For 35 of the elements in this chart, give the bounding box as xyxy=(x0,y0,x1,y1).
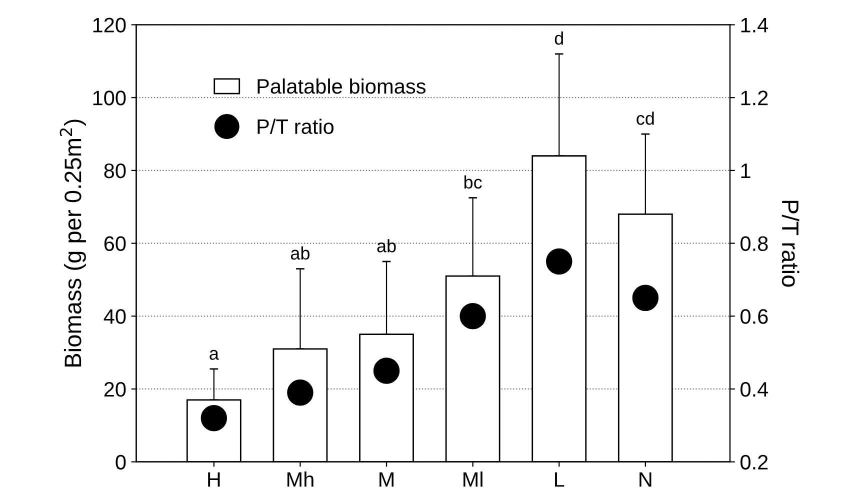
y-axis-title: Biomass (g per 0.25m$^{2}$) xyxy=(60,120,86,366)
annotation: a xyxy=(210,350,219,360)
annotation: d xyxy=(554,32,563,45)
point xyxy=(460,303,486,330)
y2-tick-label: 1.2 xyxy=(741,90,768,106)
y2-axis-title: P/T ratio xyxy=(782,200,800,287)
x-tick-label: Mh xyxy=(287,472,314,487)
annotation: cd xyxy=(636,112,654,125)
point xyxy=(546,248,572,275)
legend-label: Palatable biomass xyxy=(258,78,426,94)
y2-tick-label: 0.2 xyxy=(740,454,768,470)
y2-tick-label: 0.8 xyxy=(740,236,768,252)
x-tick-label: M xyxy=(380,472,394,487)
y2-tick-label: 0.6 xyxy=(740,309,768,324)
x-tick-label: L xyxy=(555,472,564,487)
annotation: bc xyxy=(464,175,482,189)
y-tick-label: 120 xyxy=(93,18,126,33)
y2-tick-label: 1 xyxy=(741,164,750,178)
y-tick-label: 40 xyxy=(104,309,126,324)
y-tick-label: 60 xyxy=(104,236,126,252)
y2-tick-label: 0.4 xyxy=(740,382,768,397)
point xyxy=(632,284,659,312)
annotation: ab xyxy=(290,246,310,260)
y-tick-label: 20 xyxy=(104,382,126,397)
y-tick-label: 80 xyxy=(104,163,126,178)
point xyxy=(373,358,400,384)
x-tick-label: Ml xyxy=(464,472,482,487)
x-tick-label: H xyxy=(208,472,220,487)
y-tick-label: 100 xyxy=(93,90,126,106)
point xyxy=(287,380,314,406)
y-tick-label: 0 xyxy=(116,454,126,470)
x-tick-label: N xyxy=(640,472,652,487)
annotation: ab xyxy=(377,239,396,252)
legend-label: P/T ratio xyxy=(258,118,334,134)
y2-tick-label: 1.4 xyxy=(741,18,768,32)
